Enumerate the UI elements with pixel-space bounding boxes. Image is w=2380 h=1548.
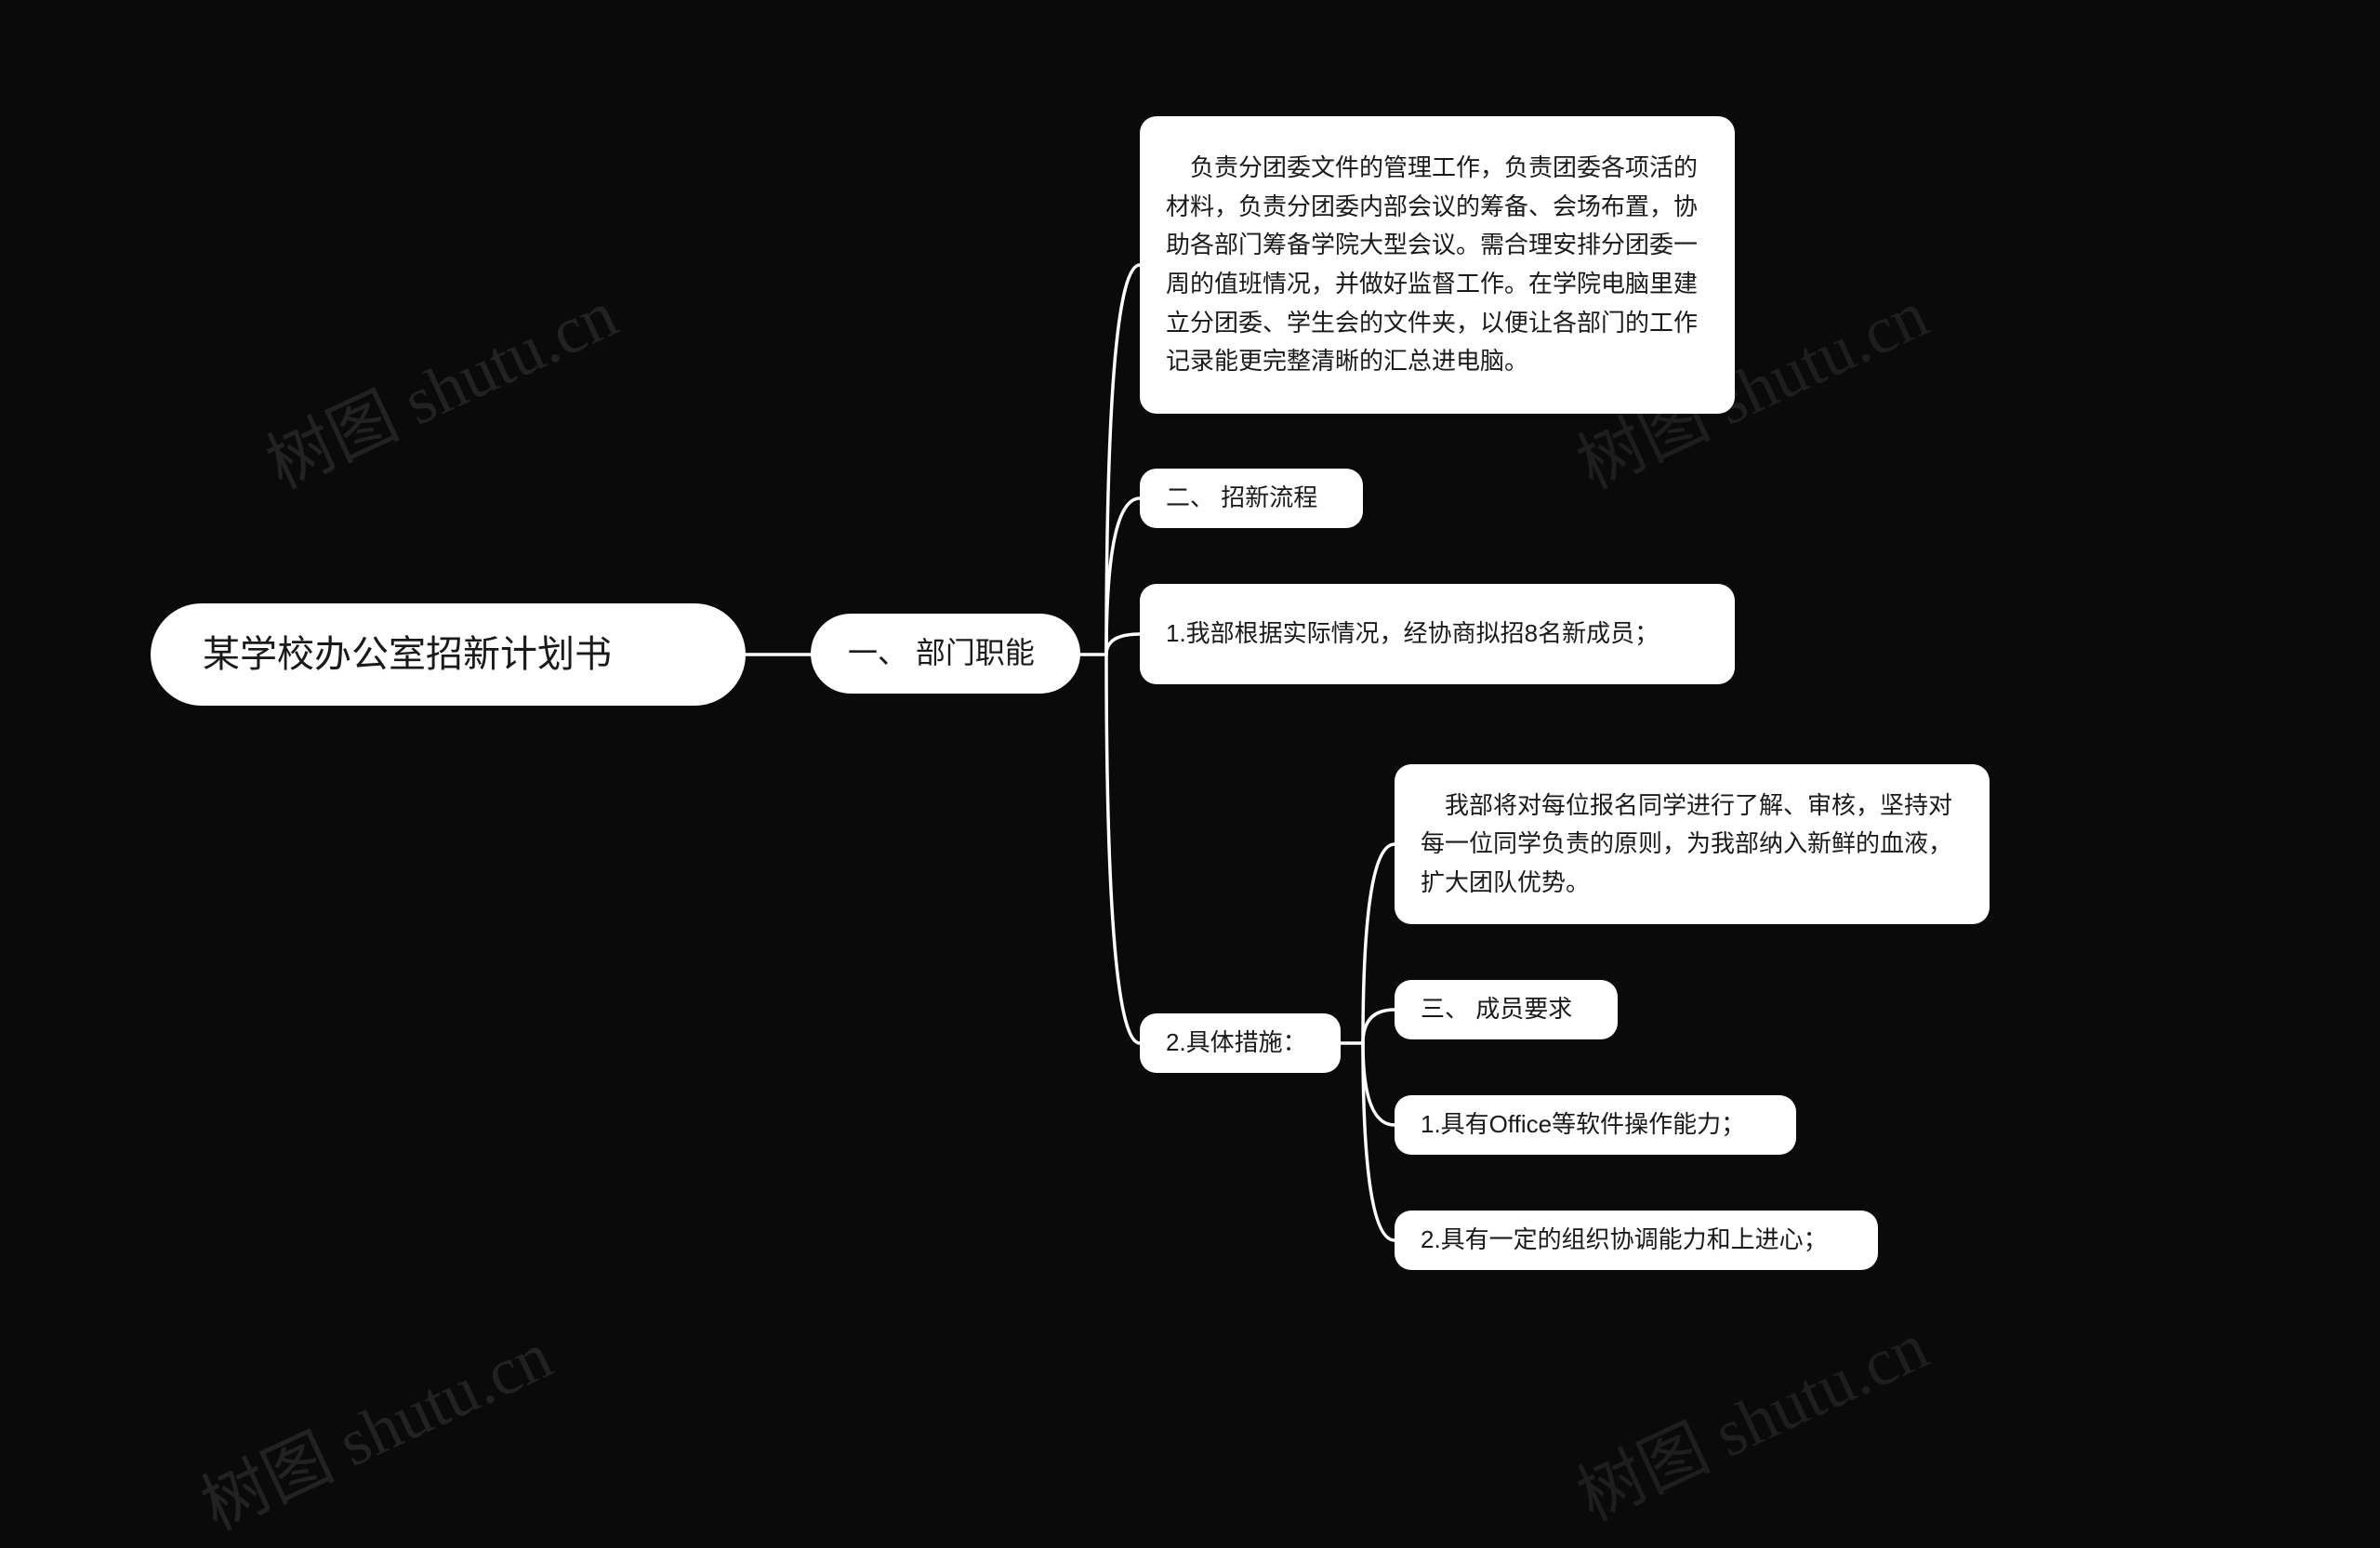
mindmap-node-review-principle[interactable]: 我部将对每位报名同学进行了解、审核，坚持对每一位同学负责的原则，为我部纳入新鲜的… bbox=[1395, 764, 1990, 924]
watermark: 树图 shutu.cn bbox=[183, 1302, 565, 1548]
mindmap-node-recruitment-process[interactable]: 二、 招新流程 bbox=[1140, 469, 1363, 528]
mindmap-root[interactable]: 某学校办公室招新计划书 bbox=[151, 603, 746, 706]
mindmap-node-department-function[interactable]: 一、 部门职能 bbox=[811, 614, 1080, 694]
watermark: 树图 shutu.cn bbox=[248, 260, 630, 508]
mindmap-node-member-requirements[interactable]: 三、 成员要求 bbox=[1395, 980, 1618, 1039]
mindmap-node-recruit-count[interactable]: 1.我部根据实际情况，经协商拟招8名新成员； bbox=[1140, 584, 1735, 684]
mindmap-node-measures[interactable]: 2.具体措施： bbox=[1140, 1013, 1341, 1073]
mindmap-node-responsibilities[interactable]: 负责分团委文件的管理工作，负责团委各项活的材料，负责分团委内部会议的筹备、会场布… bbox=[1140, 116, 1735, 414]
watermark: 树图 shutu.cn bbox=[1559, 1292, 1941, 1540]
mindmap-node-requirement-office[interactable]: 1.具有Office等软件操作能力； bbox=[1395, 1095, 1796, 1155]
mindmap-node-requirement-coordination[interactable]: 2.具有一定的组织协调能力和上进心； bbox=[1395, 1211, 1878, 1270]
